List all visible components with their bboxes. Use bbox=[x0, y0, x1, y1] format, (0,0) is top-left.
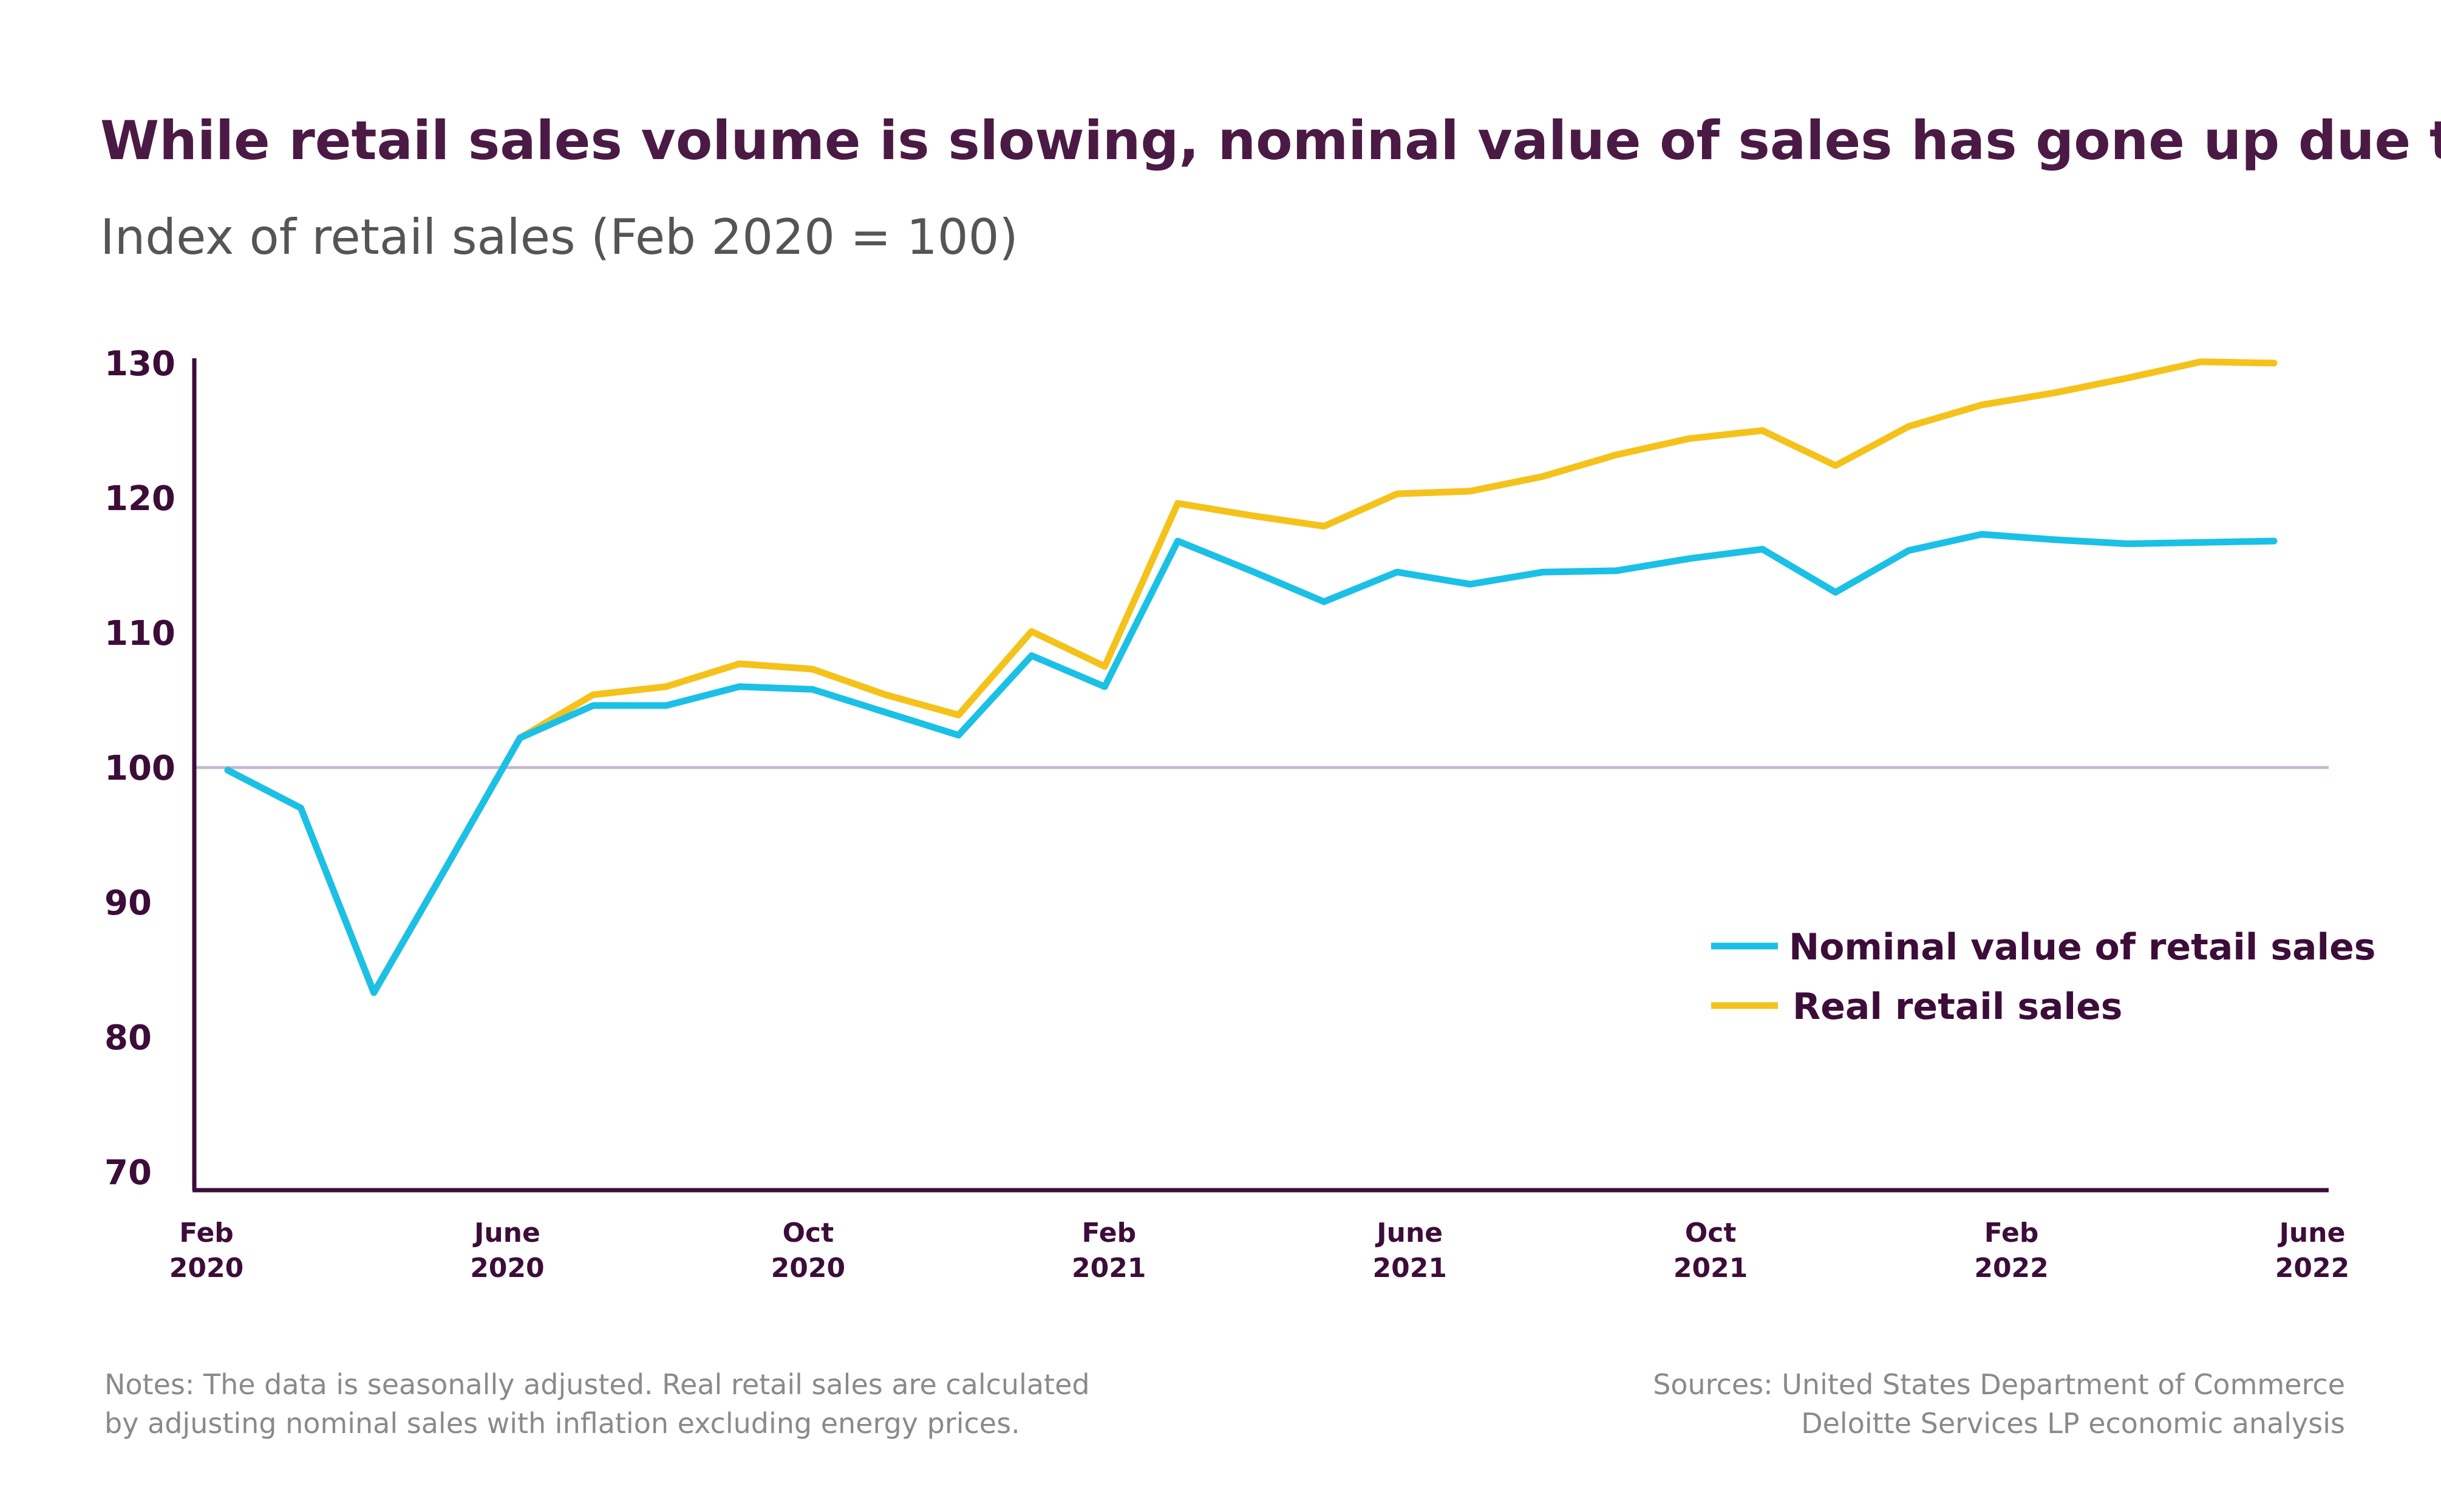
x-tick-label-year: 2020 bbox=[169, 1253, 243, 1284]
y-tick-label-100: 100 bbox=[104, 749, 175, 788]
y-tick-label-120: 120 bbox=[104, 479, 175, 519]
plot-area: 70 80 90 100 110 120 130 Feb 2020 June 2020 Oct 2020… bbox=[104, 344, 2349, 1284]
legend-label-nominal: Nominal value of retail sales bbox=[1789, 926, 2376, 969]
x-tick-label-year: 2021 bbox=[1673, 1253, 1748, 1284]
series-line-real bbox=[224, 358, 2278, 996]
x-tick-label-year: 2021 bbox=[1072, 1253, 1146, 1284]
notes-line-2: by adjusting nominal sales with inflatio… bbox=[104, 1407, 1020, 1440]
x-tick-label-month: June bbox=[472, 1217, 540, 1248]
x-tick-label-month: June bbox=[2278, 1217, 2346, 1248]
y-tick-label-70: 70 bbox=[104, 1153, 152, 1193]
chart-subtitle: Index of retail sales (Feb 2020 = 100) bbox=[100, 209, 1018, 265]
legend-label-real: Real retail sales bbox=[1792, 986, 2123, 1028]
x-tick-label-month: Feb bbox=[1081, 1217, 1136, 1248]
x-tick-label-year: 2021 bbox=[1372, 1253, 1446, 1284]
notes-line-1: Notes: The data is seasonally adjusted. … bbox=[104, 1368, 1090, 1401]
x-tick-label-year: 2020 bbox=[771, 1253, 845, 1284]
y-tick-label-130: 130 bbox=[104, 344, 175, 384]
y-tick-label-110: 110 bbox=[104, 614, 175, 653]
x-tick-label-year: 2020 bbox=[470, 1253, 544, 1284]
y-tick-label-80: 80 bbox=[104, 1018, 152, 1058]
x-tick-label-year: 2022 bbox=[2275, 1253, 2349, 1284]
x-tick-label-year: 2022 bbox=[1974, 1253, 2048, 1284]
chart-title: While retail sales volume is slowing, no… bbox=[100, 109, 2441, 172]
y-tick-label-90: 90 bbox=[104, 884, 152, 923]
sources-line-2: Deloitte Services LP economic analysis bbox=[1801, 1407, 2345, 1440]
legend: Nominal value of retail sales Real retai… bbox=[1711, 926, 2376, 1028]
x-tick-label-month: June bbox=[1375, 1217, 1443, 1248]
x-tick-label-month: Feb bbox=[179, 1217, 234, 1248]
x-tick-label-month: Oct bbox=[1685, 1217, 1737, 1248]
sources-line-1: Sources: United States Department of Com… bbox=[1653, 1368, 2345, 1401]
x-tick-label-month: Oct bbox=[783, 1217, 834, 1248]
x-tick-label-month: Feb bbox=[1984, 1217, 2039, 1248]
series-line-nominal bbox=[224, 531, 2278, 996]
footer: Notes: The data is seasonally adjusted. … bbox=[104, 1368, 2345, 1440]
